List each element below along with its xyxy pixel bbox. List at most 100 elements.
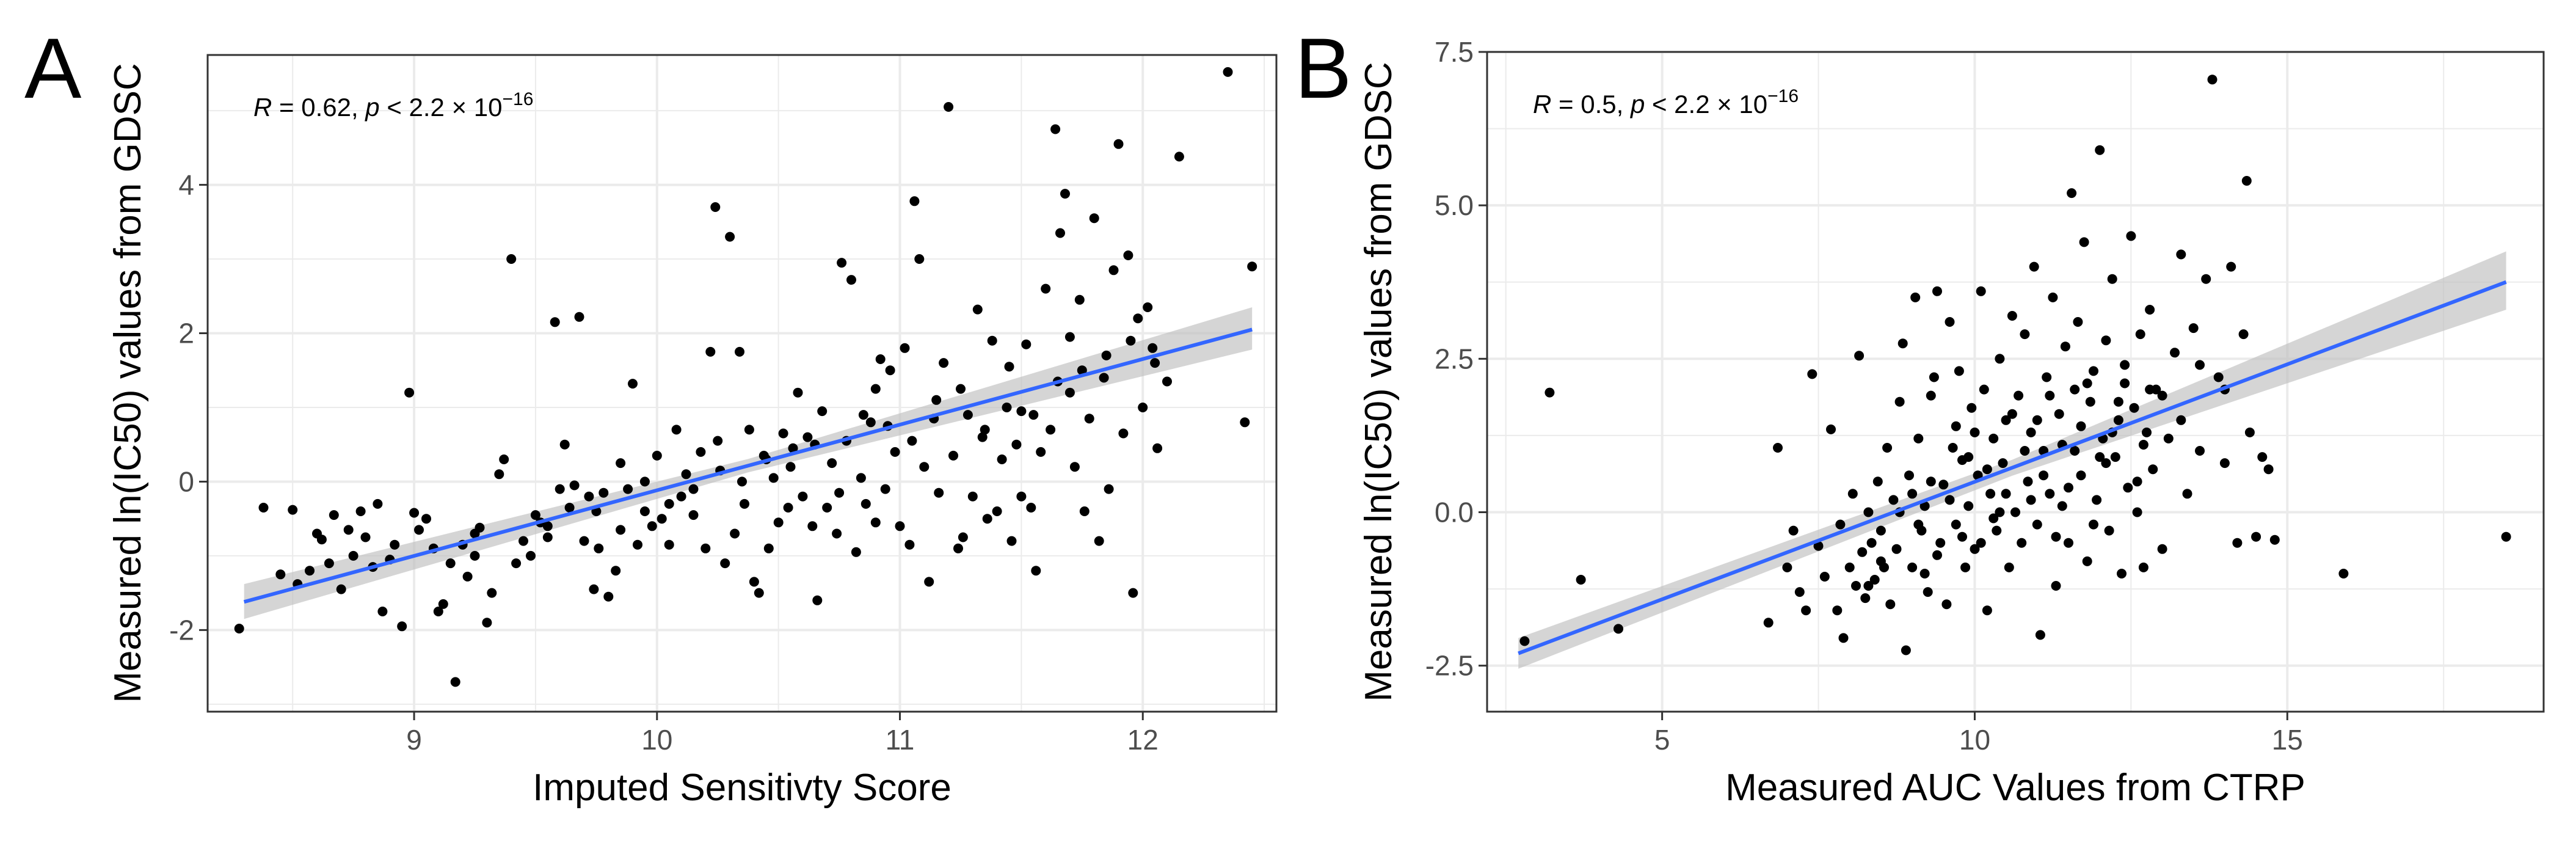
panel-b-point [1982, 605, 1992, 616]
panel-b-point [2045, 390, 2055, 401]
panel-a-x-tick-label: 10 [641, 724, 672, 756]
panel-a-point [550, 317, 560, 327]
panel-a-point [530, 510, 540, 520]
panel-a-point [421, 514, 431, 524]
panel-b-point [1807, 369, 1817, 379]
panel-b-point [1945, 495, 1955, 505]
panel-a-point [373, 498, 383, 509]
panel-b-point [1985, 489, 1996, 499]
panel-b-point [1863, 507, 1874, 517]
panel-a-point [1055, 228, 1065, 238]
panel-b-point [1979, 384, 1989, 395]
panel-b-point [1919, 569, 1930, 578]
panel-b-point [2007, 409, 2017, 419]
panel-a-point [885, 365, 895, 376]
panel-a-point [924, 577, 934, 587]
panel-b-point [2082, 556, 2092, 566]
panel-b-x-tick-label: 15 [2272, 724, 2303, 756]
panel-b-point [2338, 569, 2349, 578]
panel-b-point [1932, 550, 1942, 560]
panel-a-point [919, 462, 930, 472]
panel-b-point [2145, 305, 2155, 315]
panel-a-point [956, 384, 966, 394]
panel-b-point [1894, 396, 1905, 407]
panel-a-y-tick-label: 0 [178, 465, 194, 497]
panel-b-point [2051, 531, 2061, 542]
panel-b-point [1876, 525, 1886, 536]
panel-b-point [1926, 390, 1936, 401]
panel-b-y-tick-label: 5.0 [1435, 189, 1474, 221]
panel-a-point [258, 503, 269, 513]
panel-a-point [681, 469, 691, 480]
panel-b-x-tick-label: 5 [1654, 724, 1670, 756]
panel-a-point [931, 395, 942, 405]
panel-b-point [1923, 587, 1933, 597]
panel-b-confidence-band [1518, 251, 2506, 669]
panel-a-point [623, 484, 633, 494]
panel-a-point [574, 312, 584, 322]
panel-a-point [664, 539, 674, 550]
panel-a-point [1069, 462, 1080, 472]
panel-b-y-axis-label: Measured ln(IC50) values from GDSC [1358, 62, 1400, 701]
panel-b-point [2095, 145, 2105, 155]
panel-b-point [1967, 403, 1977, 413]
panel-b-point [2029, 261, 2039, 272]
panel-b-point [1885, 599, 1896, 610]
panel-b-point [1813, 541, 1824, 551]
panel-a-background [208, 55, 1276, 712]
panel-b-point [1919, 501, 1930, 511]
panel-b-point [1970, 544, 1980, 554]
panel-a-point [1113, 139, 1124, 149]
panel-a-point [1118, 428, 1129, 439]
panel-a-point [1247, 261, 1257, 272]
panel-a-y-axis-label: Measured ln(IC50) values from GDSC [107, 63, 149, 702]
panel-b-point [1907, 562, 1918, 572]
panel-b-point [2076, 470, 2086, 481]
panel-a-point [1089, 213, 1099, 224]
panel-a-x-tick-label: 12 [1127, 724, 1159, 756]
panel-a-point [1060, 189, 1070, 199]
panel-b-point [2182, 489, 2192, 499]
panel-a-point [812, 595, 823, 605]
panel-b-point [1891, 544, 1902, 554]
panel-a-point [987, 335, 997, 346]
panel-a-point [603, 591, 614, 602]
panel-a-point [343, 525, 354, 535]
panel-b-point [2095, 452, 2105, 462]
panel-a-frame [206, 54, 1278, 713]
panel-b-point [2070, 446, 2080, 456]
panel-b-point [1995, 354, 2005, 364]
panel-b-point [1954, 366, 1964, 376]
panel-a-point [511, 558, 522, 569]
panel-a-point [664, 498, 674, 509]
panel-a-point [611, 566, 621, 576]
panel-a-point [858, 410, 868, 420]
panel-b-point [1941, 599, 1952, 610]
panel-b-point [2501, 531, 2511, 542]
panel-a-point [700, 543, 711, 553]
panel-a-point [837, 258, 847, 268]
panel-a-point [594, 543, 604, 553]
panel-b-point [1992, 525, 2002, 536]
panel-b-point [2157, 390, 2167, 401]
panel-b-point [1876, 556, 1886, 566]
panel-b-point [1913, 433, 1924, 443]
panel-a-point [1143, 302, 1153, 312]
panel-b-point [2001, 415, 2011, 425]
panel-b-point [2129, 403, 2139, 413]
panel-a-point [768, 473, 779, 483]
panel-a-point [475, 522, 485, 533]
panel-a-point [972, 304, 983, 315]
panel-a-point [1101, 350, 1112, 360]
panel-b-y-tick-label: 7.5 [1435, 36, 1474, 68]
panel-a-point [559, 439, 570, 450]
panel-b-point [1995, 507, 2005, 517]
panel-a-point [688, 484, 699, 494]
panel-b-point [2148, 464, 2158, 475]
panel-a-point [977, 432, 988, 442]
panel-a-point [992, 506, 1002, 516]
panel-a-point [336, 584, 346, 594]
panel-b-point [2132, 507, 2142, 517]
panel-a-point [450, 677, 460, 687]
